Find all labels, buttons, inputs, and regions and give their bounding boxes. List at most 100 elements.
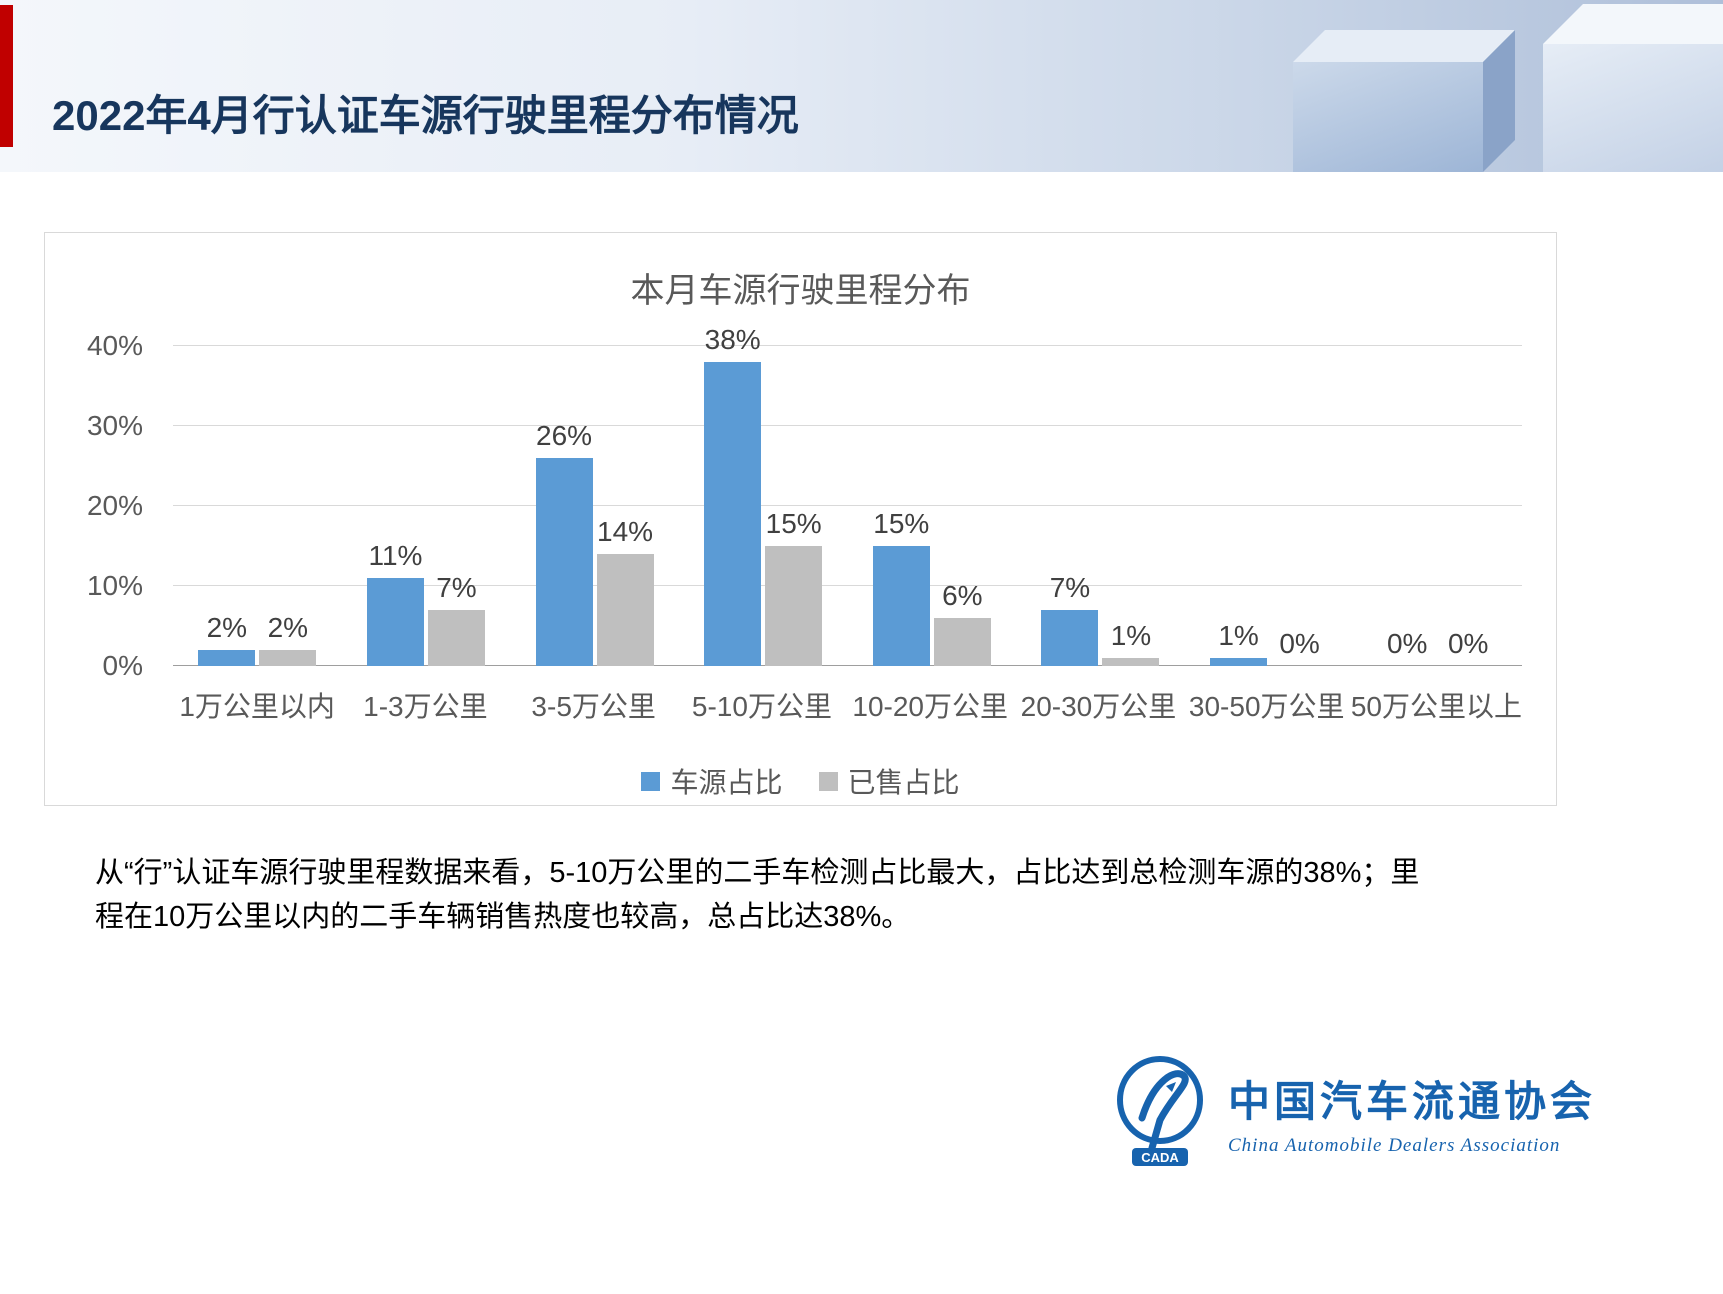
bar-wrapper: 0% xyxy=(1440,346,1497,666)
bar-wrapper: 26% xyxy=(535,346,593,666)
bar-group: 0% 0% xyxy=(1353,346,1522,666)
y-tick-label: 20% xyxy=(86,490,143,521)
bar-series-2 xyxy=(259,650,317,666)
bar-wrapper: 7% xyxy=(1041,346,1099,666)
cube-face xyxy=(1543,4,1723,44)
bar-value-label: 7% xyxy=(436,572,477,603)
bar-series-2 xyxy=(933,618,991,666)
cube-face xyxy=(1293,62,1483,172)
slide-header: 2022年4月行认证车源行驶里程分布情况 xyxy=(0,0,1723,172)
plot-area: 2% 2% 11% 7% 26% 14% 38% 15% 15% 6% 7% 1% 1% 0% 0% 0% xyxy=(173,324,1522,666)
bar-group: 38% 15% xyxy=(679,324,848,666)
bar-group: 11% 7% xyxy=(342,346,511,666)
bar-value-label: 38% xyxy=(704,324,761,355)
cada-logo-icon: CADA xyxy=(1117,1056,1203,1166)
bar-wrapper: 14% xyxy=(596,346,654,666)
bar-value-label: 6% xyxy=(942,580,983,611)
x-category-label: 20-30万公里 xyxy=(1020,691,1177,722)
y-tick-label: 10% xyxy=(86,570,143,601)
bar-value-label: 2% xyxy=(267,612,309,643)
bar-wrapper: 1% xyxy=(1102,346,1160,666)
bar-value-label: 26% xyxy=(536,420,593,451)
bar-series-2 xyxy=(427,610,485,666)
bar-wrapper: 0% xyxy=(1271,346,1328,666)
bar-series-1 xyxy=(704,362,762,666)
x-category-label: 1万公里以内 xyxy=(179,691,335,722)
bar-wrapper: 11% xyxy=(366,346,424,666)
gridline xyxy=(173,585,1522,586)
bar-value-label: 1% xyxy=(1218,620,1259,651)
bar-series-1 xyxy=(198,650,256,666)
bar-wrapper: 6% xyxy=(933,346,991,666)
y-tick-label: 40% xyxy=(86,330,143,361)
bar-series-1 xyxy=(1041,610,1099,666)
bar-series-1 xyxy=(535,458,593,666)
bar-wrapper: 2% xyxy=(259,346,317,666)
bar-group: 2% 2% xyxy=(173,346,342,666)
bar-series-1 xyxy=(1210,658,1268,666)
bar-series-1 xyxy=(366,578,424,666)
legend-item: 车源占比 xyxy=(641,761,783,801)
red-accent-bar xyxy=(0,5,13,147)
bar-value-label: 0% xyxy=(1279,628,1320,659)
bar-wrapper: 38% xyxy=(704,324,762,666)
gridline xyxy=(173,345,1522,346)
bar-wrapper: 7% xyxy=(427,346,485,666)
cada-logo: CADA 中国汽车流通协会 China Automobile Dealers A… xyxy=(1110,1056,1596,1168)
bar-wrapper: 2% xyxy=(198,346,256,666)
chart-card: 本月车源行驶里程分布 0% 10% 20% 30% 40% 2% 2% 11% 7% 26% 14… xyxy=(44,232,1557,806)
bar-wrapper: 15% xyxy=(765,346,823,666)
legend-swatch xyxy=(641,771,661,791)
x-category-label: 3-5万公里 xyxy=(531,691,656,722)
bar-value-label: 14% xyxy=(597,516,654,547)
y-tick-label: 0% xyxy=(102,650,143,681)
bar-value-label: 7% xyxy=(1049,572,1091,603)
x-axis-line xyxy=(173,665,1522,666)
bar-group: 26% 14% xyxy=(510,346,679,666)
page-title: 2022年4月行认证车源行驶里程分布情况 xyxy=(52,92,799,139)
legend-swatch xyxy=(818,771,838,791)
bar-series-2 xyxy=(596,554,654,666)
x-category-label: 1-3万公里 xyxy=(363,691,488,722)
bar-value-label: 15% xyxy=(765,508,822,539)
bar-value-label: 0% xyxy=(1447,628,1489,659)
bar-group: 15% 6% xyxy=(848,346,1017,666)
header-decoration-cubes xyxy=(963,0,1723,172)
bar-value-label: 2% xyxy=(206,612,248,643)
bar-groups: 2% 2% 11% 7% 26% 14% 38% 15% 15% 6% 7% 1% 1% 0% 0% 0% xyxy=(173,324,1522,666)
bar-wrapper: 0% xyxy=(1379,346,1436,666)
bar-series-2 xyxy=(1102,658,1160,666)
chart-legend: 车源占比 已售占比 xyxy=(45,761,1556,801)
gridline xyxy=(173,425,1522,426)
bar-value-label: 11% xyxy=(368,540,423,571)
summary-text: 从“行”认证车源行驶里程数据来看，5-10万公里的二手车检测占比最大，占比达到总… xyxy=(95,857,1420,933)
bar-value-label: 0% xyxy=(1386,628,1428,659)
cada-acronym: CADA xyxy=(1141,1150,1179,1165)
legend-item: 已售占比 xyxy=(818,761,960,801)
cube-face xyxy=(1293,30,1515,62)
x-category-label: 30-50万公里 xyxy=(1188,691,1345,722)
x-category-label: 5-10万公里 xyxy=(691,691,832,722)
legend-label: 车源占比 xyxy=(670,767,783,798)
y-axis: 0% 10% 20% 30% 40% xyxy=(45,332,157,680)
x-category-label: 10-20万公里 xyxy=(852,691,1008,722)
cube-face xyxy=(1543,44,1723,172)
org-names: 中国汽车流通协会 China Automobile Dealers Associ… xyxy=(1228,1068,1596,1157)
bar-group: 7% 1% xyxy=(1016,346,1185,666)
legend-label: 已售占比 xyxy=(847,767,960,798)
gridline xyxy=(173,505,1522,506)
bar-wrapper: 15% xyxy=(872,346,930,666)
org-name-en: China Automobile Dealers Association xyxy=(1228,1134,1561,1156)
y-tick-label: 30% xyxy=(86,410,143,441)
bar-series-1 xyxy=(872,546,930,666)
bar-group: 1% 0% xyxy=(1185,346,1354,666)
bar-value-label: 15% xyxy=(873,508,930,539)
chart-title: 本月车源行驶里程分布 xyxy=(630,272,971,310)
bar-value-label: 1% xyxy=(1110,620,1152,651)
x-axis-labels: 1万公里以内 1-3万公里 3-5万公里 5-10万公里 10-20万公里 20-30万公… xyxy=(173,685,1522,725)
bar-wrapper: 1% xyxy=(1210,346,1268,666)
bar-series-2 xyxy=(765,546,823,666)
org-name-cn: 中国汽车流通协会 xyxy=(1228,1079,1597,1126)
x-category-label: 50万公里以上 xyxy=(1350,691,1523,722)
